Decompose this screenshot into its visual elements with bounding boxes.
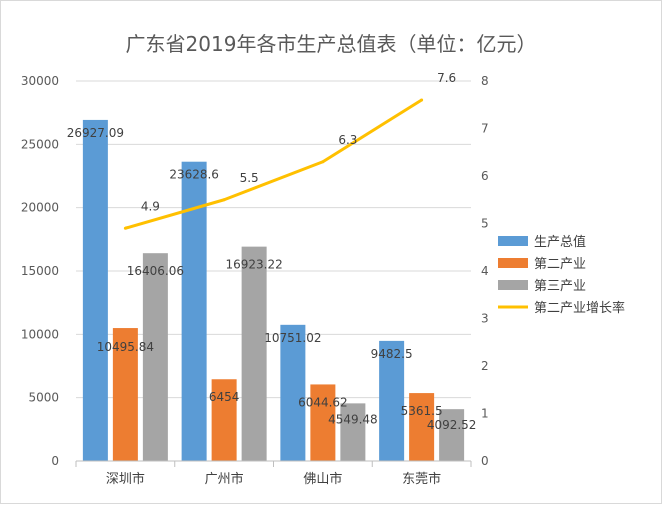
bar [310, 384, 336, 461]
y-left-tick-label: 5000 [28, 391, 59, 405]
bar-data-label: 10751.02 [264, 331, 321, 345]
gridlines [76, 80, 471, 462]
legend-swatch [498, 280, 528, 290]
legend-label: 第三产业 [534, 279, 586, 294]
bar-data-label: 10495.84 [97, 340, 154, 354]
bar [379, 340, 405, 461]
y-right-tick-label: 1 [481, 407, 489, 421]
legend-label: 第二产业增长率 [534, 300, 625, 316]
y-left-tick-label: 20000 [21, 201, 59, 215]
bar [241, 246, 267, 461]
y-left-tick-label: 0 [51, 454, 59, 468]
bar-data-label: 16923.22 [225, 258, 282, 272]
bar [280, 324, 306, 461]
legend-label: 生产总值 [534, 234, 586, 250]
bar-data-label: 4549.48 [328, 412, 378, 426]
axes: 0 5000 10000 15000 20000 25000 30000 0 1 2 3 4 5 6 7 8 深… [21, 74, 489, 487]
y-right-tick-label: 8 [481, 74, 489, 88]
y-right-tick-label: 3 [481, 312, 489, 326]
growth-point [123, 226, 127, 230]
growth-point [420, 98, 424, 102]
x-tick-label: 广州市 [205, 471, 244, 487]
x-tick-label: 佛山市 [303, 471, 342, 487]
bar-data-label: 23628.6 [169, 168, 219, 182]
bar-data-label: 4092.52 [427, 418, 477, 432]
bar-data-label: 9482.5 [371, 347, 413, 361]
line-data-label: 6.3 [338, 133, 357, 147]
x-tick-label: 东莞市 [402, 471, 441, 487]
data-labels: 26927.09 23628.6 10751.02 9482.5 10495.84 645… [67, 71, 477, 432]
line-data-label: 7.6 [437, 71, 456, 85]
bar-data-label: 6044.62 [298, 395, 348, 409]
y-left-tick-label: 10000 [21, 327, 59, 341]
growth-point [222, 198, 226, 202]
y-right-tick-label: 2 [481, 359, 489, 373]
bar [340, 403, 366, 461]
bar-data-label: 5361.5 [401, 404, 443, 418]
bar-data-label: 6454 [209, 390, 240, 404]
bar [211, 379, 237, 461]
bar [82, 119, 108, 461]
y-right-tick-label: 6 [481, 169, 489, 183]
growth-line [124, 98, 423, 230]
bar [112, 328, 138, 461]
bar [142, 253, 168, 461]
legend-label: 第二产业 [534, 257, 586, 272]
y-right-tick-label: 0 [481, 454, 489, 468]
bar-data-label: 26927.09 [67, 126, 124, 140]
y-left-tick-label: 30000 [21, 74, 59, 88]
line-data-label: 5.5 [240, 171, 259, 185]
y-right-tick-label: 5 [481, 217, 489, 231]
y-left-tick-label: 25000 [21, 137, 59, 151]
bar [409, 393, 435, 461]
bar-data-label: 16406.06 [127, 264, 184, 278]
growth-point [321, 160, 325, 164]
growth-line-layer [123, 98, 424, 230]
chart-title: 广东省2019年各市生产总值表（单位：亿元） [126, 32, 537, 56]
x-tick-label: 深圳市 [106, 471, 145, 487]
y-right-tick-label: 7 [481, 122, 489, 136]
line-data-label: 4.9 [141, 199, 160, 213]
y-right-tick-label: 4 [481, 264, 489, 278]
y-left-tick-label: 15000 [21, 264, 59, 278]
bar [439, 409, 465, 461]
legend-swatch [498, 236, 528, 246]
legend-swatch [498, 258, 528, 268]
